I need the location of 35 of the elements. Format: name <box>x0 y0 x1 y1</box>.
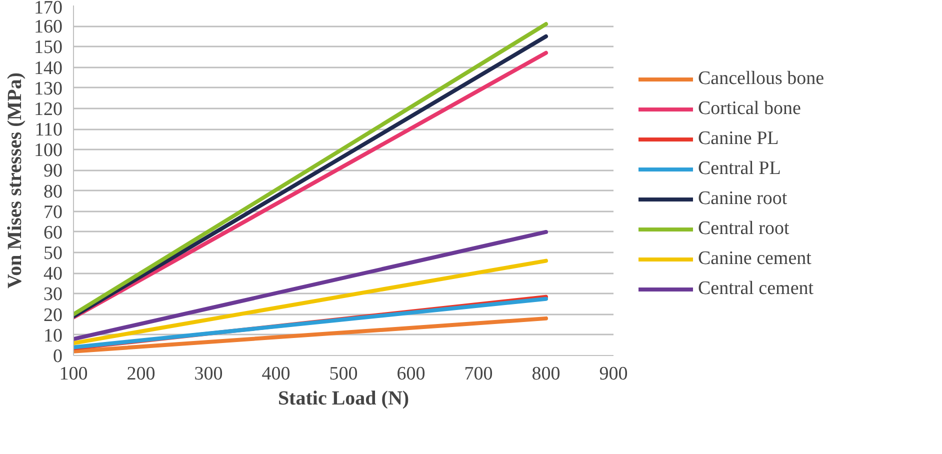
y-tick-label: 40 <box>44 264 62 285</box>
x-axis-title: Static Load (N) <box>278 388 410 410</box>
legend-label: Canine PL <box>698 128 779 150</box>
x-tick-label: 300 <box>194 364 223 384</box>
y-axis-title: Von Mises stresses (MPa) <box>4 72 26 289</box>
x-tick-label: 600 <box>396 364 426 384</box>
x-tick-label: 900 <box>599 364 628 384</box>
legend-label: Cancellous bone <box>698 68 824 90</box>
y-tick-label: 80 <box>44 181 62 202</box>
y-tick-label: 50 <box>44 243 62 264</box>
y-tick-label: 20 <box>44 304 62 326</box>
x-tick-label: 500 <box>329 364 358 384</box>
y-tick-label: 90 <box>44 160 62 182</box>
legend-label: Central PL <box>698 158 781 180</box>
x-tick-label: 200 <box>126 364 156 384</box>
y-tick-label: 10 <box>44 325 62 346</box>
y-tick-label: 70 <box>44 202 62 223</box>
x-tick-label: 800 <box>532 364 560 384</box>
y-tick-label: 170 <box>34 0 62 18</box>
y-tick-label: 120 <box>34 98 62 120</box>
legend-label: Central cement <box>698 278 814 300</box>
y-tick-label: 100 <box>34 140 62 162</box>
x-tick-label: 400 <box>262 364 290 384</box>
y-tick-label: 110 <box>34 120 62 141</box>
legend-label: Cortical bone <box>698 98 801 120</box>
y-tick-label: 60 <box>44 222 62 244</box>
y-tick-label: 130 <box>34 78 62 100</box>
legend-label: Central root <box>698 218 790 240</box>
y-tick-label: 140 <box>34 58 62 79</box>
legend-label: Canine root <box>698 188 788 210</box>
x-tick-label: 700 <box>464 364 493 384</box>
legend-label: Canine cement <box>698 248 812 270</box>
y-tick-label: 30 <box>44 284 62 306</box>
y-tick-label: 160 <box>34 16 62 38</box>
y-tick-label: 150 <box>34 37 62 58</box>
